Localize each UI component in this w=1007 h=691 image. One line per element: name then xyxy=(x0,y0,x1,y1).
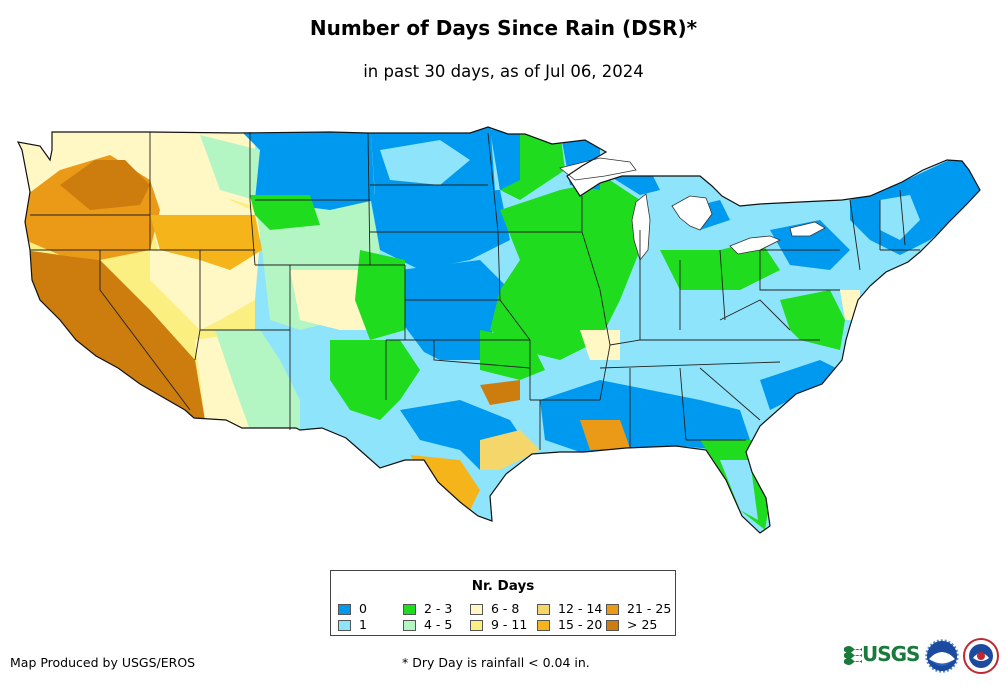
legend-item-gt-25: > 25 xyxy=(606,618,657,631)
noaa-logo-icon xyxy=(925,639,959,673)
legend: Nr. Days 0 1 2 - 3 4 - 5 6 - 8 9 - 11 12… xyxy=(330,570,676,636)
dry-day-footnote: * Dry Day is rainfall < 0.04 in. xyxy=(402,655,590,670)
legend-swatch-4-5 xyxy=(403,620,416,631)
legend-swatch-6-8 xyxy=(470,604,483,615)
legend-item-9-11: 9 - 11 xyxy=(470,618,527,631)
legend-item-0: 0 xyxy=(338,602,367,615)
great-lakes xyxy=(559,157,826,261)
legend-label-15-20: 15 - 20 xyxy=(558,617,603,632)
legend-title: Nr. Days xyxy=(471,578,535,594)
legend-label-6-8: 6 - 8 xyxy=(491,601,520,616)
usgs-logo-text: USGS xyxy=(862,642,920,666)
map-title: Number of Days Since Rain (DSR)* xyxy=(309,16,698,40)
legend-label-1: 1 xyxy=(359,617,367,632)
legend-swatch-12-14 xyxy=(537,604,550,615)
legend-item-21-25: 21 - 25 xyxy=(606,602,671,615)
nws-logo-icon xyxy=(963,638,999,674)
legend-label-9-11: 9 - 11 xyxy=(491,617,528,632)
legend-item-12-14: 12 - 14 xyxy=(537,602,602,615)
legend-item-15-20: 15 - 20 xyxy=(537,618,602,631)
legend-swatch-1 xyxy=(338,620,351,631)
usgs-logo: USGS xyxy=(844,642,920,667)
legend-swatch-0 xyxy=(338,604,351,615)
legend-swatch-gt-25 xyxy=(606,620,619,631)
legend-item-4-5: 4 - 5 xyxy=(403,618,452,631)
legend-item-2-3: 2 - 3 xyxy=(403,602,452,615)
legend-label-12-14: 12 - 14 xyxy=(558,601,603,616)
legend-swatch-9-11 xyxy=(470,620,483,631)
legend-item-6-8: 6 - 8 xyxy=(470,602,519,615)
usgs-wave-icon xyxy=(844,646,862,665)
map-credit: Map Produced by USGS/EROS xyxy=(10,655,196,670)
legend-item-1: 1 xyxy=(338,618,367,631)
legend-label-gt-25: > 25 xyxy=(627,617,658,632)
legend-label-2-3: 2 - 3 xyxy=(424,601,453,616)
legend-label-0: 0 xyxy=(359,601,367,616)
legend-label-21-25: 21 - 25 xyxy=(627,601,672,616)
state-borders xyxy=(30,132,920,450)
legend-swatch-21-25 xyxy=(606,604,619,615)
dsr-raster xyxy=(18,127,980,533)
map-subtitle: in past 30 days, as of Jul 06, 2024 xyxy=(363,62,644,81)
legend-swatch-2-3 xyxy=(403,604,416,615)
legend-swatch-15-20 xyxy=(537,620,550,631)
legend-label-4-5: 4 - 5 xyxy=(424,617,453,632)
